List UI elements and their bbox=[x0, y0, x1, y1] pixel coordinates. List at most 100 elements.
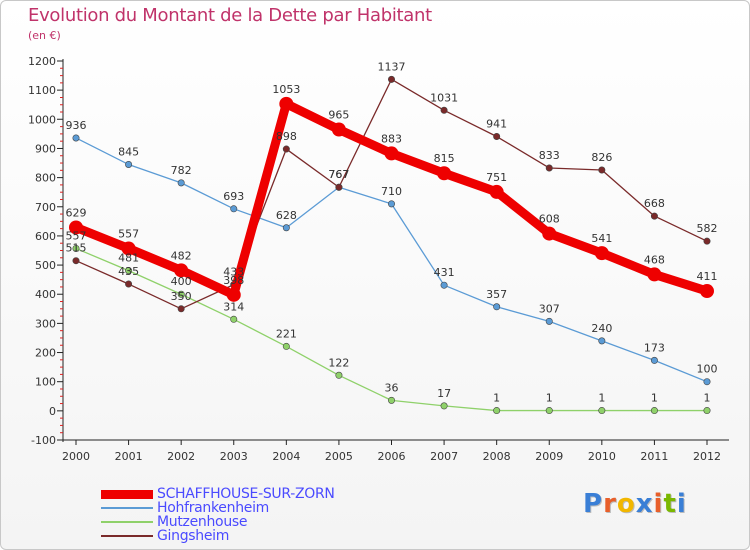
y-tick-label: 100 bbox=[35, 376, 56, 389]
x-tick-label: 2000 bbox=[62, 450, 90, 463]
legend-swatch bbox=[101, 507, 153, 509]
data-label: 767 bbox=[328, 168, 349, 181]
y-tick-label: 600 bbox=[35, 230, 56, 243]
data-point bbox=[489, 184, 504, 199]
data-label: 221 bbox=[276, 327, 297, 340]
data-point bbox=[703, 407, 711, 415]
data-label: 608 bbox=[539, 213, 560, 226]
data-point bbox=[387, 200, 395, 208]
data-label: 1 bbox=[704, 392, 711, 405]
data-label: 17 bbox=[437, 387, 451, 400]
data-point bbox=[647, 267, 662, 282]
data-point bbox=[282, 145, 290, 153]
data-label: 845 bbox=[118, 145, 139, 158]
y-tick-label: 300 bbox=[35, 317, 56, 330]
data-point bbox=[650, 212, 658, 220]
data-label: 941 bbox=[486, 118, 507, 131]
data-label: 350 bbox=[171, 290, 192, 303]
data-point bbox=[121, 241, 136, 256]
data-label: 468 bbox=[644, 253, 665, 266]
data-label: 433 bbox=[223, 266, 244, 279]
brand-letter: x bbox=[635, 489, 654, 519]
x-tick-label: 2009 bbox=[535, 450, 563, 463]
data-point bbox=[542, 226, 557, 241]
y-tick-label: -100 bbox=[31, 434, 56, 447]
data-point bbox=[493, 407, 501, 415]
data-point bbox=[598, 166, 606, 174]
x-tick-label: 2002 bbox=[167, 450, 195, 463]
series-schaffhouse-sur-zorn bbox=[69, 96, 714, 302]
data-point bbox=[598, 337, 606, 345]
x-tick-label: 2003 bbox=[220, 450, 248, 463]
data-label: 710 bbox=[381, 185, 402, 198]
legend-swatch bbox=[101, 521, 153, 523]
x-tick-label: 2007 bbox=[430, 450, 458, 463]
data-label: 782 bbox=[171, 164, 192, 177]
data-label: 541 bbox=[591, 232, 612, 245]
brand-letter: i bbox=[653, 489, 664, 519]
data-point bbox=[440, 402, 448, 410]
data-label: 431 bbox=[434, 266, 455, 279]
data-point bbox=[125, 160, 133, 168]
data-point bbox=[72, 244, 80, 252]
data-label: 628 bbox=[276, 209, 297, 222]
data-label: 557 bbox=[118, 227, 139, 240]
data-point bbox=[594, 246, 609, 261]
data-point bbox=[69, 220, 83, 235]
data-point bbox=[282, 342, 290, 350]
data-point bbox=[230, 315, 238, 323]
data-label: 767 bbox=[328, 168, 349, 181]
x-tick-label: 2004 bbox=[272, 450, 300, 463]
data-label: 515 bbox=[66, 242, 87, 255]
legend-label: Mutzenhouse bbox=[157, 514, 248, 530]
data-point bbox=[387, 396, 395, 404]
data-point bbox=[174, 263, 189, 278]
data-label: 557 bbox=[66, 229, 87, 242]
data-point bbox=[650, 407, 658, 415]
x-tick-label: 2010 bbox=[588, 450, 616, 463]
data-point bbox=[72, 257, 80, 265]
data-label: 833 bbox=[539, 149, 560, 162]
data-label: 883 bbox=[381, 132, 402, 145]
data-label: 398 bbox=[223, 274, 244, 287]
y-tick-label: 1100 bbox=[28, 84, 56, 97]
data-point bbox=[703, 237, 711, 245]
y-tick-label: 1000 bbox=[28, 113, 56, 126]
data-point bbox=[437, 166, 452, 181]
data-point bbox=[440, 106, 448, 114]
data-label: 898 bbox=[276, 130, 297, 143]
series-mutzenhouse bbox=[72, 244, 711, 415]
y-tick-label: 500 bbox=[35, 259, 56, 272]
data-label: 1 bbox=[546, 392, 553, 405]
y-tick-label: 200 bbox=[35, 347, 56, 360]
brand-logo: Proxiti bbox=[583, 489, 687, 519]
data-point bbox=[598, 407, 606, 415]
data-label: 1053 bbox=[272, 83, 300, 96]
legend-label: Gingsheim bbox=[157, 528, 230, 544]
data-labels: 936 845 782 693 628 767 710 431 357 307 240 173 100 5… bbox=[66, 60, 718, 404]
data-point bbox=[384, 146, 399, 161]
data-point bbox=[335, 371, 343, 379]
data-point bbox=[650, 356, 658, 364]
data-label: 815 bbox=[434, 152, 455, 165]
data-label: 1 bbox=[598, 392, 605, 405]
data-point bbox=[226, 287, 241, 302]
data-label: 826 bbox=[591, 151, 612, 164]
legend-swatch bbox=[101, 535, 153, 537]
data-point bbox=[545, 407, 553, 415]
data-label: 582 bbox=[697, 222, 718, 235]
legend-swatch bbox=[101, 489, 153, 499]
data-point bbox=[493, 133, 501, 141]
x-tick-label: 2008 bbox=[483, 450, 511, 463]
x-tick-label: 2012 bbox=[693, 450, 721, 463]
data-point bbox=[72, 134, 80, 142]
data-label: 100 bbox=[697, 363, 718, 376]
data-label: 411 bbox=[697, 270, 718, 283]
data-label: 173 bbox=[644, 341, 665, 354]
data-label: 314 bbox=[223, 300, 244, 313]
x-tick-label: 2006 bbox=[378, 450, 406, 463]
data-point bbox=[387, 75, 395, 83]
data-label: 668 bbox=[644, 197, 665, 210]
x-tick-label: 2011 bbox=[640, 450, 668, 463]
